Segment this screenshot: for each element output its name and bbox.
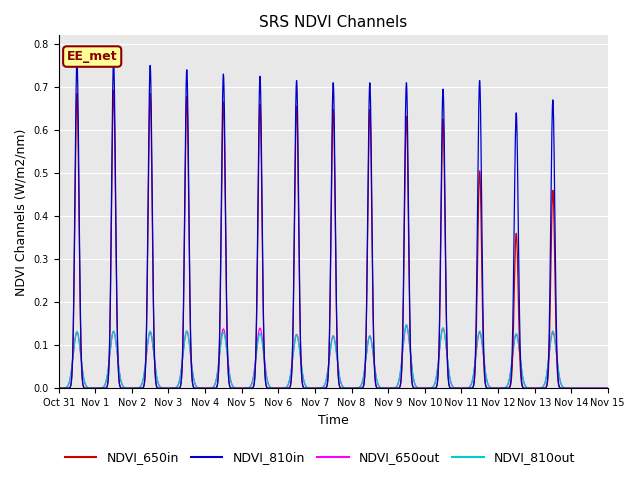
NDVI_650in — [409, 384, 417, 390]
NDVI_650out — [604, 385, 612, 391]
NDVI_810in — [172, 385, 180, 391]
NDVI_650in — [260, 356, 268, 361]
X-axis label: Time: Time — [318, 414, 349, 427]
NDVI_810in — [260, 353, 268, 359]
NDVI_650in — [604, 385, 612, 391]
NDVI_810in — [73, 58, 81, 64]
Y-axis label: NDVI Channels (W/m2/nm): NDVI Channels (W/m2/nm) — [15, 128, 28, 296]
NDVI_810out — [487, 385, 495, 391]
NDVI_810out — [55, 385, 63, 391]
NDVI_810out — [409, 372, 417, 378]
NDVI_810out — [403, 322, 410, 327]
NDVI_650in — [55, 385, 63, 391]
NDVI_650in — [172, 385, 180, 391]
NDVI_810in — [602, 385, 610, 391]
NDVI_650out — [602, 385, 610, 391]
NDVI_810in — [409, 384, 417, 390]
Line: NDVI_810in: NDVI_810in — [59, 61, 608, 388]
NDVI_810out — [602, 385, 610, 391]
NDVI_650out — [487, 385, 495, 391]
NDVI_810in — [487, 385, 495, 391]
NDVI_650out — [403, 323, 410, 329]
Line: NDVI_810out: NDVI_810out — [59, 324, 608, 388]
NDVI_810in — [604, 385, 612, 391]
NDVI_650in — [166, 385, 174, 391]
NDVI_810out — [172, 384, 180, 390]
NDVI_810in — [166, 385, 174, 391]
NDVI_810out — [260, 357, 268, 363]
NDVI_650out — [172, 384, 180, 390]
NDVI_650in — [602, 385, 610, 391]
Line: NDVI_650out: NDVI_650out — [59, 326, 608, 388]
Title: SRS NDVI Channels: SRS NDVI Channels — [259, 15, 407, 30]
NDVI_650out — [260, 354, 268, 360]
Line: NDVI_650in: NDVI_650in — [59, 90, 608, 388]
NDVI_650out — [409, 373, 417, 379]
Text: EE_met: EE_met — [67, 50, 118, 63]
NDVI_810in — [55, 385, 63, 391]
NDVI_650out — [166, 385, 174, 391]
NDVI_650in — [109, 87, 117, 93]
Legend: NDVI_650in, NDVI_810in, NDVI_650out, NDVI_810out: NDVI_650in, NDVI_810in, NDVI_650out, NDV… — [60, 446, 580, 469]
NDVI_650in — [487, 385, 495, 391]
NDVI_810out — [604, 385, 612, 391]
NDVI_810out — [166, 385, 174, 391]
NDVI_650out — [55, 385, 63, 391]
